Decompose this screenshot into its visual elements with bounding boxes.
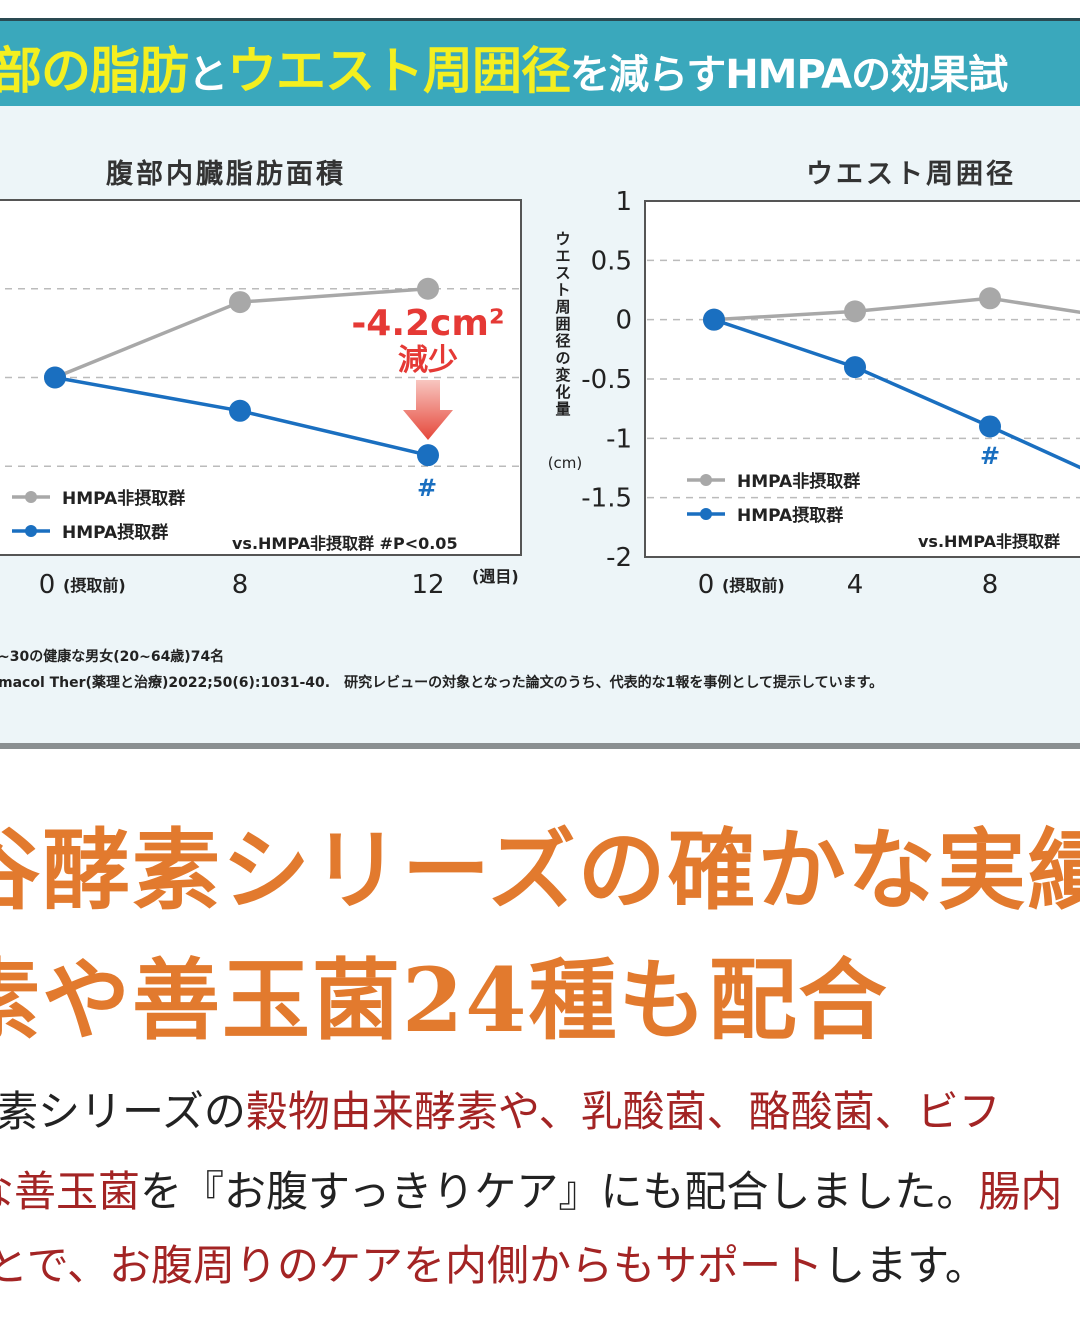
chart2-y-label-char: 変 bbox=[555, 366, 570, 384]
chart2-y-tick: -1.5 bbox=[581, 484, 632, 514]
chart2-y-label-char: ウ bbox=[555, 230, 570, 248]
banner-title: 部の脂肪とウエスト周囲径を減らすHMPAの効果試 bbox=[0, 31, 1008, 103]
chart1-title: 腹部内臓脂肪面積 bbox=[106, 159, 346, 190]
chart2-legend-label: HMPA非摂取群 bbox=[737, 471, 860, 492]
reduction-label: 減少 bbox=[398, 343, 458, 378]
chart2-y-label-char: の bbox=[555, 349, 570, 367]
chart1-data-point bbox=[229, 291, 251, 314]
chart2-y-tick: -0.5 bbox=[581, 365, 632, 395]
chart2-significance-note: vs.HMPA非摂取群 bbox=[918, 532, 1060, 551]
chart2-legend-marker bbox=[700, 508, 712, 520]
down-arrow-icon bbox=[403, 380, 453, 440]
chart2-series-line bbox=[713, 318, 1080, 470]
chart1-significance-mark: # bbox=[417, 474, 437, 502]
chart1-significance-note: vs.HMPA非摂取群 #P<0.05 bbox=[232, 534, 458, 553]
chart1-legend-marker bbox=[25, 491, 37, 503]
chart1-x-tick: 8 bbox=[232, 570, 249, 600]
chart2-y-label-char: ス bbox=[555, 264, 570, 282]
chart2-y-unit: (cm) bbox=[548, 454, 583, 472]
chart1-data-point bbox=[229, 399, 251, 422]
chart2-y-tick: -1 bbox=[606, 424, 632, 454]
chart2-legend-label: HMPA摂取群 bbox=[737, 505, 843, 526]
chart2-data-point bbox=[979, 287, 1001, 310]
body-emphasis: な善玉菌 bbox=[0, 1167, 141, 1216]
banner-highlight-1: 部の脂肪 bbox=[0, 42, 189, 100]
banner-connector: と bbox=[188, 52, 228, 98]
chart2-y-tick: 1 bbox=[615, 187, 632, 217]
body-emphasis: 穀物由来酵素や、乳酸菌、酪酸菌、ビフ bbox=[245, 1087, 1001, 1136]
chart1-legend-label: HMPA非摂取群 bbox=[62, 488, 185, 509]
chart2-y-label-char: 量 bbox=[555, 400, 570, 418]
chart1-x-tick: 12 bbox=[411, 570, 444, 600]
banner-highlight-2: ウエスト周囲径 bbox=[227, 42, 571, 100]
chart1-legend-marker bbox=[25, 525, 37, 537]
chart2-y-label-char: 囲 bbox=[555, 315, 570, 333]
chart1-x-unit: (週目) bbox=[472, 567, 519, 586]
chart2-data-point bbox=[979, 415, 1001, 438]
chart2-x-tick: 4 bbox=[847, 570, 864, 600]
chart2-data-point bbox=[703, 308, 725, 331]
chart2-y-label-char: 化 bbox=[555, 383, 570, 401]
chart2-y-tick: 0 bbox=[615, 306, 632, 336]
chart1-legend-label: HMPA摂取群 bbox=[62, 522, 168, 543]
chart2-data-point bbox=[844, 356, 866, 379]
chart2-y-label-char: 周 bbox=[555, 298, 570, 316]
chart2-x-tick: 8 bbox=[982, 570, 999, 600]
body-text: 素シリーズの bbox=[0, 1087, 246, 1136]
chart2-significance-mark: # bbox=[980, 442, 1000, 470]
chart2-title: ウエスト周囲径 bbox=[806, 159, 1016, 190]
footnote-1: ~30の健康な男女(20~64歳)74名 bbox=[0, 649, 225, 665]
heading-line-2: 素や善玉菌24種も配合 bbox=[0, 948, 889, 1052]
chart2-y-tick: -2 bbox=[606, 543, 632, 573]
body-line-2: な善玉菌を『お腹すっきりケア』にも配合しました。腸内 bbox=[0, 1158, 1062, 1219]
chart1-x-tick-suffix: (摂取前) bbox=[63, 576, 126, 595]
chart2-data-point bbox=[844, 300, 866, 323]
chart2-y-label-char: エ bbox=[555, 247, 570, 265]
chart1-data-point bbox=[44, 366, 66, 389]
chart1-data-point bbox=[417, 444, 439, 467]
body-line-1: 素シリーズの穀物由来酵素や、乳酸菌、酪酸菌、ビフ bbox=[0, 1078, 1001, 1139]
chart2-legend-marker bbox=[700, 474, 712, 486]
footnote-2: macol Ther(薬理と治療)2022;50(6):1031-40. 研究レ… bbox=[0, 675, 884, 691]
title-banner: 部の脂肪とウエスト周囲径を減らすHMPAの効果試 bbox=[0, 18, 1080, 106]
chart2-y-label-char: 径 bbox=[555, 332, 570, 350]
chart2-x-tick: 0 bbox=[698, 570, 715, 600]
chart2-y-tick: 0.5 bbox=[591, 246, 632, 276]
chart2-x-tick-suffix: (摂取前) bbox=[722, 576, 785, 595]
body-text: を『お腹すっきりケア』にも配合しました。 bbox=[140, 1167, 979, 1216]
body-emphasis: 腸内 bbox=[978, 1167, 1063, 1216]
body-line-3: とで、お腹周りのケアを内側からもサポートします。 bbox=[0, 1232, 987, 1293]
chart2-series-line bbox=[713, 296, 1080, 322]
chart2-y-label-char: ト bbox=[555, 281, 570, 299]
charts-svg: 0 8 12 (摂取前) (週目) HMPA非摂取群 HMPA摂取群 vs.HMPA非摂取群 … bbox=[0, 187, 1080, 600]
chart1-x-tick: 0 bbox=[39, 570, 56, 600]
body-emphasis: とで、お腹周りのケアを内側からもサポート bbox=[0, 1241, 824, 1290]
chart1-data-point bbox=[417, 277, 439, 300]
banner-suffix: を減らすHMPAの効果試 bbox=[570, 52, 1008, 98]
heading-line-1: 谷酵素シリーズの確かな実績 bbox=[0, 818, 1080, 922]
body-text: します。 bbox=[823, 1241, 987, 1290]
reduction-value: -4.2cm² bbox=[351, 303, 504, 344]
